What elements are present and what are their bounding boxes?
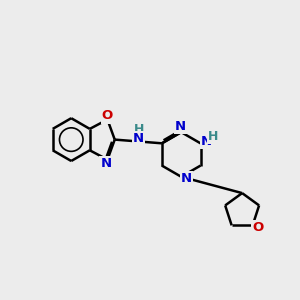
Text: N: N [175, 120, 186, 133]
Text: O: O [252, 221, 264, 234]
Text: N: N [201, 135, 212, 148]
Text: N: N [181, 172, 192, 185]
Text: H: H [134, 123, 144, 136]
Text: O: O [102, 110, 113, 122]
Text: N: N [100, 157, 112, 170]
Text: H: H [208, 130, 218, 143]
Text: N: N [133, 132, 144, 145]
